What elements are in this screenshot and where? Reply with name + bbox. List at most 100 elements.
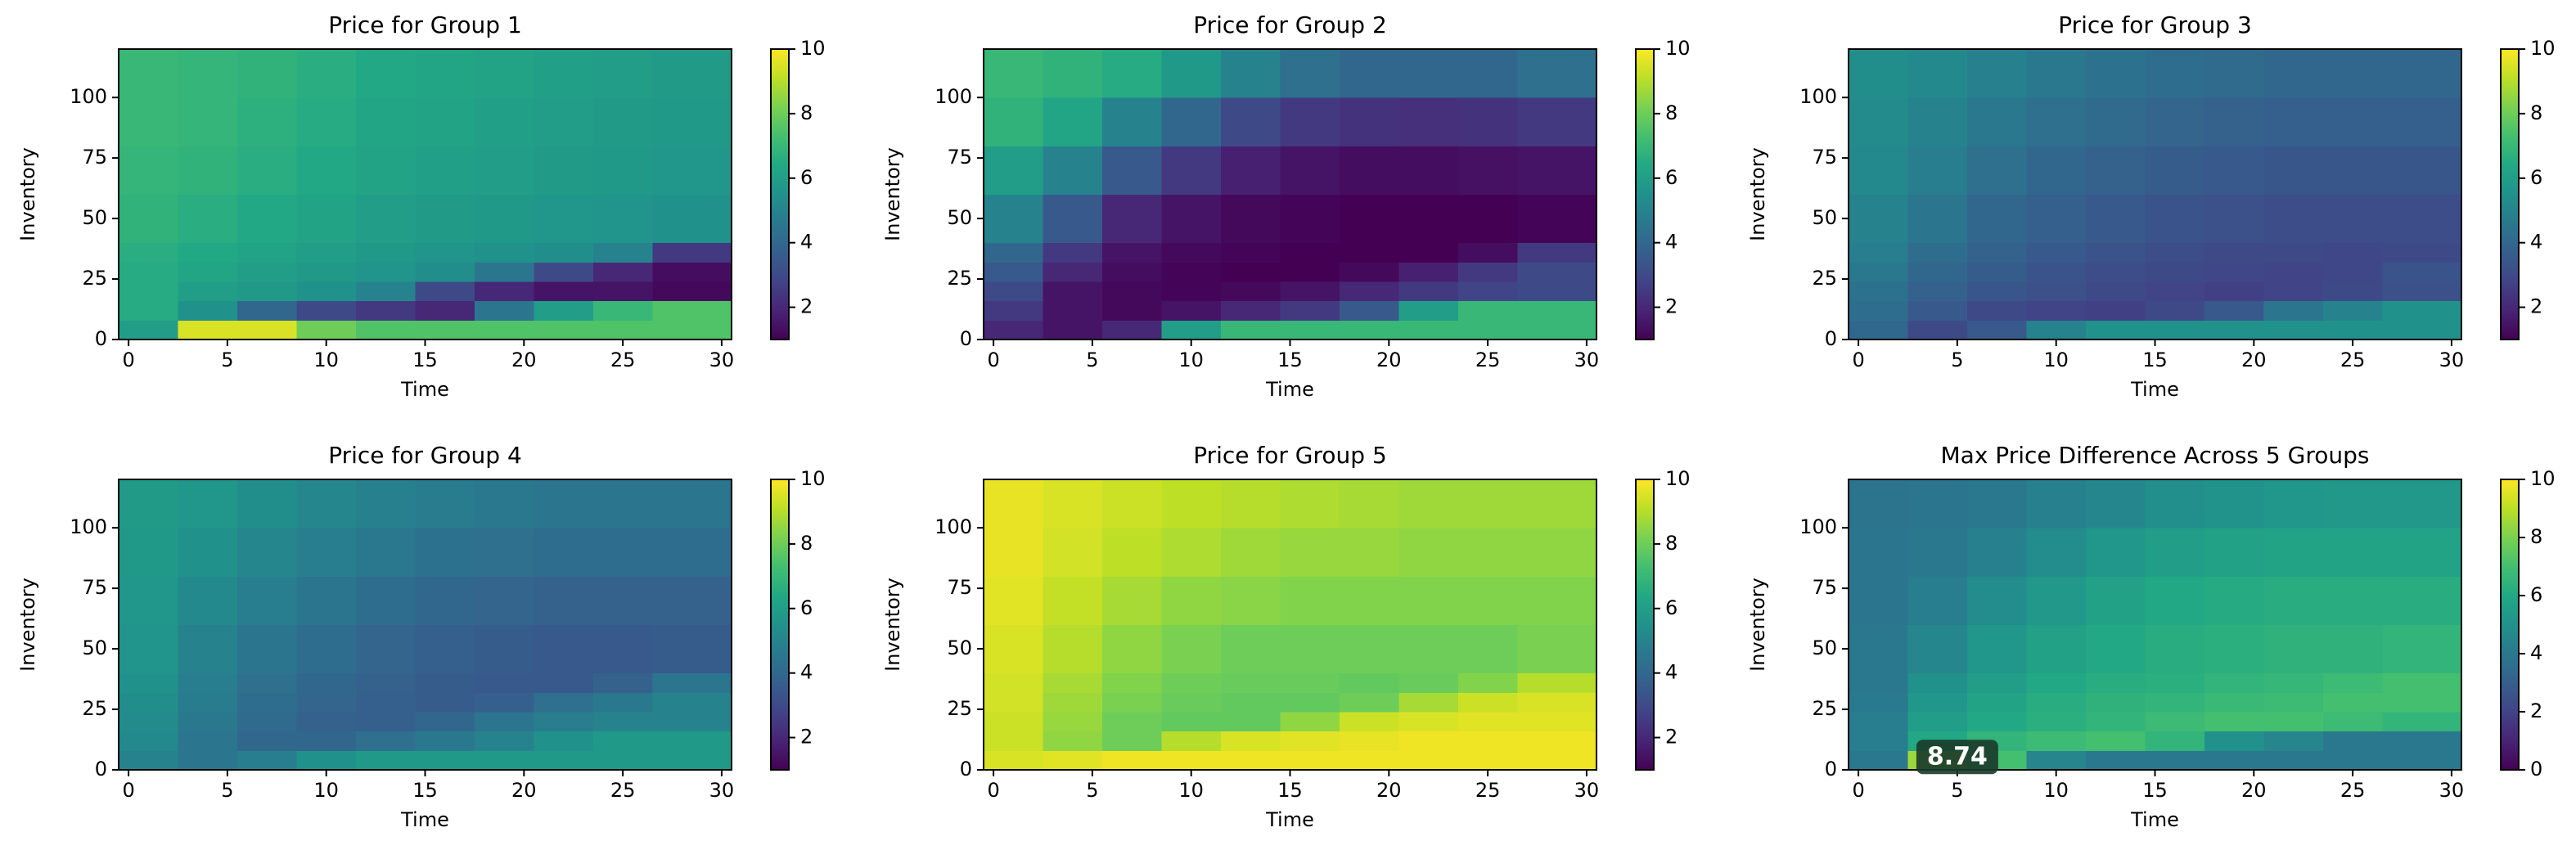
heatmap-cell [1339,528,1399,577]
heatmap-cell [2085,692,2146,713]
colorbar-tick-label: 4 [2530,231,2542,254]
heatmap-cell [2263,692,2324,713]
heatmap-cell [415,97,475,146]
heatmap-cell [1907,528,1968,577]
y-axis-label: Inventory [16,578,39,672]
x-tick-label: 0 [987,349,999,371]
heatmap-cell [1220,300,1281,321]
heatmap-cell [2322,624,2383,674]
colorbar-tick-label: 6 [2530,166,2542,189]
heatmap-cell [2145,576,2205,625]
heatmap-cell [1966,528,2027,577]
heatmap-cell [415,528,475,577]
heatmap-cell [1280,320,1340,340]
heatmap-cell [355,479,416,528]
heatmap-cell [1161,624,1222,674]
heatmap-cell [119,49,178,98]
heatmap-cell [1161,146,1222,195]
heatmap-cell [355,97,416,146]
heatmap-cell [2026,731,2087,751]
heatmap-cell [1101,479,1162,528]
heatmap-cell [1457,242,1518,263]
x-tick-label: 20 [2241,349,2267,371]
chart-title: Price for Group 4 [328,442,522,469]
heatmap-cell [2145,97,2205,146]
x-tick-label: 30 [1574,779,1600,802]
heatmap-cell [119,576,178,625]
heatmap-cell [355,731,416,751]
x-tick-label: 0 [1852,349,1864,371]
heatmap-cell [2026,576,2087,625]
heatmap-cell [534,49,594,98]
heatmap-cell [355,528,416,577]
heatmap-cell [178,300,238,321]
colorbar-tick-label: 10 [800,37,826,60]
heatmap-cell [1966,576,2027,625]
heatmap-cell [178,97,238,146]
heatmap-cell [2382,281,2462,302]
colorbar-tick-label: 2 [1665,726,1678,749]
heatmap-cell [119,194,178,244]
heatmap-cell [355,300,416,321]
heatmap-cell [2263,146,2324,195]
heatmap-cell [236,576,297,625]
heatmap-cell [236,692,297,713]
x-tick-label: 0 [122,779,134,802]
heatmap-cell [1398,672,1459,693]
y-tick-label: 50 [947,636,972,659]
heatmap-cell [296,712,357,732]
heatmap-cell [534,731,594,751]
colorbar-tick-label: 8 [2530,101,2542,124]
heatmap-cell [2085,576,2146,625]
heatmap-cell [2026,528,2087,577]
x-tick-label: 15 [1277,779,1303,802]
heatmap-cell [1849,320,1908,340]
heatmap-cell [2263,49,2324,98]
colorbar-tick-label: 6 [800,166,813,189]
y-tick-label: 50 [1812,206,1837,229]
heatmap-cell [2145,281,2205,302]
heatmap-cell [474,146,534,195]
heatmap-cell [415,731,475,751]
colorbar-tick-label: 6 [1665,166,1678,189]
heatmap-cell [178,712,238,732]
heatmap-cell [1101,692,1162,713]
heatmap-cell [984,692,1043,713]
heatmap-cell [2382,712,2462,732]
heatmap-cell [1280,242,1340,263]
heatmap-cell [119,262,178,282]
heatmap-cell [2382,300,2462,321]
heatmap-cell [2204,672,2264,693]
heatmap-cell [1398,97,1459,146]
heatmap-cell [1966,262,2027,282]
heatmap-cell [1849,692,1908,713]
heatmap-cell [984,528,1043,577]
heatmap-cell [652,146,732,195]
heatmap-cell [2145,300,2205,321]
chart-title: Price for Group 1 [328,11,522,38]
x-tick-label: 0 [987,779,999,802]
heatmap-cell [2322,692,2383,713]
heatmap-cell [1966,49,2027,98]
x-tick-label: 30 [1574,349,1600,371]
colorbar-tick-label: 6 [800,596,813,619]
heatmap-cell [1907,320,1968,340]
heatmap-cell [236,281,297,302]
heatmap-cell [984,576,1043,625]
heatmap-cell [1280,750,1340,771]
heatmap-cell [1339,479,1399,528]
heatmap-cell [1280,281,1340,302]
heatmap-cell [296,692,357,713]
colorbar [2500,48,2520,340]
heatmap-cell [1517,97,1597,146]
heatmap-cell [2382,528,2462,577]
heatmap-cell [119,750,178,771]
heatmap-cell [119,528,178,577]
heatmap-cell [1849,731,1908,751]
heatmap-cell [534,97,594,146]
y-axis-label: Inventory [1746,147,1769,241]
heatmap-cell [1849,576,1908,625]
x-axis-label: Time [1265,808,1314,831]
heatmap-cell [474,242,534,263]
heatmap-cell [984,731,1043,751]
